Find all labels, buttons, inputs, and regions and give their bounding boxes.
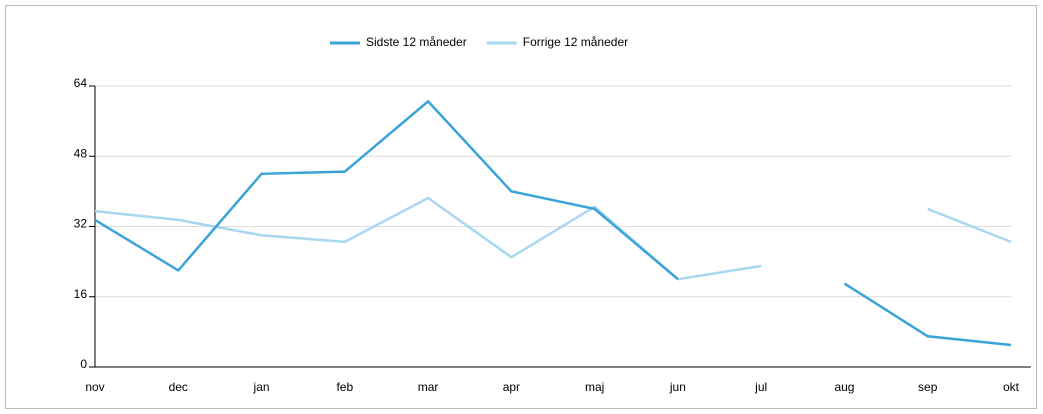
x-tick-label: sep [918,380,938,394]
x-tick-label: dec [169,380,188,394]
x-tick-label: maj [585,380,604,394]
x-tick-label: apr [503,380,520,394]
x-tick-label: jun [669,380,686,394]
x-tick-label: jul [754,380,767,394]
chart-frame [5,5,1037,409]
x-tick-label: jan [253,380,270,394]
series-line [94,99,1012,347]
x-tick-label: aug [834,380,854,394]
x-tick-label: nov [85,380,104,394]
y-tick-label: 48 [74,146,88,160]
y-tick-label: 64 [74,76,88,90]
x-tick-label: feb [336,380,353,394]
y-tick-label: 32 [74,217,88,231]
y-tick-label: 16 [74,287,88,301]
x-tick-label: okt [1003,380,1020,394]
y-tick-label: 0 [80,357,87,371]
legend-label: Sidste 12 måneder [366,35,467,49]
legend-label: Forrige 12 måneder [523,35,628,49]
x-tick-label: mar [418,380,439,394]
